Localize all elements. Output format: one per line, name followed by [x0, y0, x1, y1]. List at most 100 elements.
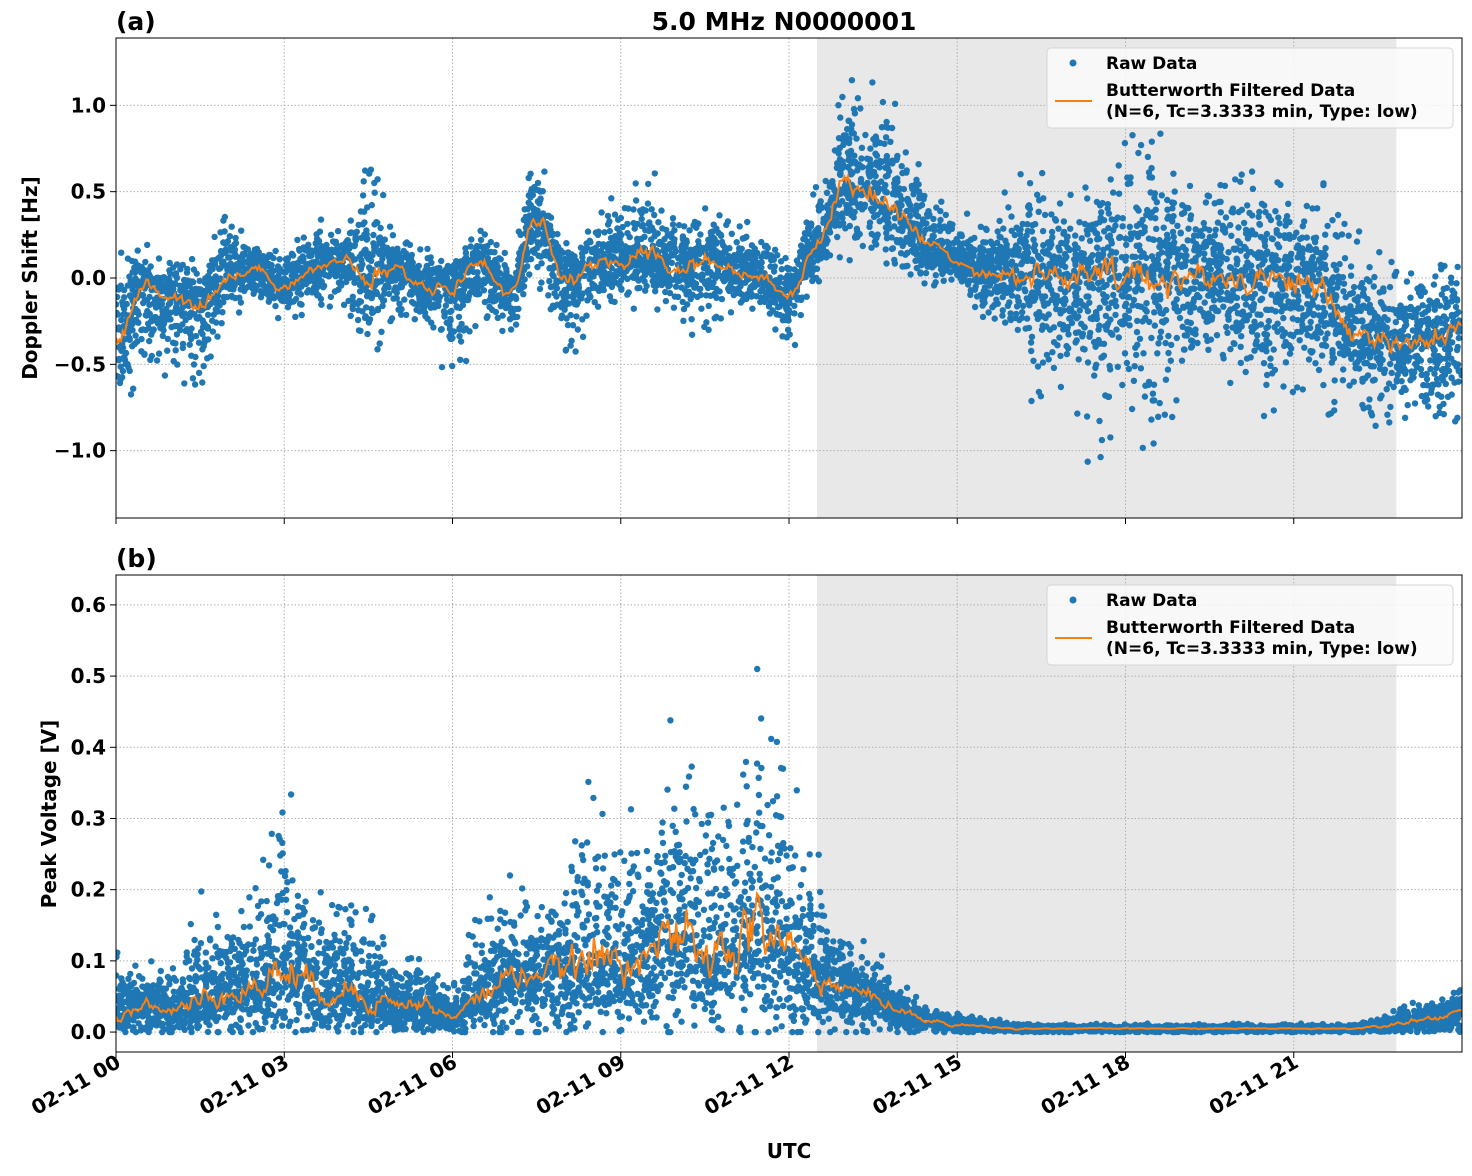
panel-label-a: (a) [116, 7, 156, 36]
raw-point [663, 227, 669, 233]
raw-point [1107, 277, 1113, 283]
raw-point [1109, 216, 1115, 222]
raw-point [366, 290, 372, 296]
raw-point [1045, 240, 1051, 246]
raw-point [988, 239, 994, 245]
raw-point [1173, 397, 1179, 403]
raw-point [1063, 254, 1069, 260]
raw-point [357, 328, 363, 334]
raw-point [1101, 353, 1107, 359]
raw-point [1113, 326, 1119, 332]
raw-point [205, 312, 211, 318]
raw-point [767, 292, 773, 298]
raw-point [688, 316, 694, 322]
raw-point [702, 205, 708, 211]
raw-point [1126, 307, 1132, 313]
raw-point [698, 306, 704, 312]
raw-point [401, 248, 407, 254]
raw-point [1124, 360, 1130, 366]
raw-point [466, 277, 472, 283]
raw-point [622, 205, 628, 211]
raw-point [461, 327, 467, 333]
raw-point [837, 114, 843, 120]
raw-point [1020, 303, 1026, 309]
raw-point [1142, 383, 1148, 389]
raw-point [394, 290, 400, 296]
raw-point [999, 288, 1005, 294]
raw-point [824, 190, 830, 196]
raw-point [592, 299, 598, 305]
raw-point [528, 239, 534, 245]
raw-point [404, 266, 410, 272]
raw-point [1152, 215, 1158, 221]
raw-point [1013, 251, 1019, 257]
raw-point [959, 278, 965, 284]
raw-point [862, 132, 868, 138]
raw-point [1107, 316, 1113, 322]
raw-point [1061, 301, 1067, 307]
raw-point [563, 240, 569, 246]
raw-point [297, 301, 303, 307]
raw-point [923, 220, 929, 226]
raw-point [1178, 230, 1184, 236]
raw-point [201, 339, 207, 345]
raw-point [181, 380, 187, 386]
raw-point [874, 162, 880, 168]
raw-point [534, 264, 540, 270]
raw-point [424, 265, 430, 271]
raw-point [277, 256, 283, 262]
raw-point [719, 296, 725, 302]
raw-point [393, 252, 399, 258]
raw-point [1024, 248, 1030, 254]
raw-point [1142, 393, 1148, 399]
raw-point [535, 253, 541, 259]
raw-point [894, 155, 900, 161]
raw-point [381, 286, 387, 292]
raw-point [428, 320, 434, 326]
raw-point [948, 276, 954, 282]
raw-point [743, 262, 749, 268]
raw-point [162, 372, 168, 378]
raw-point [808, 221, 814, 227]
raw-point [737, 257, 743, 263]
raw-point [938, 199, 944, 205]
raw-point [1102, 299, 1108, 305]
raw-point [1123, 286, 1129, 292]
raw-point [135, 320, 141, 326]
y-tick-label: 1.0 [71, 93, 106, 117]
raw-point [742, 296, 748, 302]
raw-point [488, 289, 494, 295]
raw-point [737, 223, 743, 229]
raw-point [646, 228, 652, 234]
raw-point [848, 168, 854, 174]
raw-point [1163, 259, 1169, 265]
raw-point [1098, 209, 1104, 215]
raw-point [350, 274, 356, 280]
raw-point [998, 256, 1004, 262]
raw-point [359, 308, 365, 314]
raw-point [441, 313, 447, 319]
raw-point [601, 269, 607, 275]
raw-point [205, 325, 211, 331]
raw-point [983, 292, 989, 298]
raw-point [387, 224, 393, 230]
raw-point [1026, 211, 1032, 217]
raw-point [134, 338, 140, 344]
raw-point [1057, 353, 1063, 359]
raw-point [920, 246, 926, 252]
raw-point [1042, 293, 1048, 299]
raw-point [180, 341, 186, 347]
raw-point [1040, 195, 1046, 201]
raw-point [654, 306, 660, 312]
raw-point [967, 244, 973, 250]
raw-point [1009, 292, 1015, 298]
raw-point [361, 178, 367, 184]
raw-point [468, 236, 474, 242]
raw-point [1155, 414, 1161, 420]
raw-point [1040, 313, 1046, 319]
raw-point [1049, 234, 1055, 240]
raw-point [862, 202, 868, 208]
raw-point [1135, 207, 1141, 213]
raw-point [1002, 319, 1008, 325]
raw-point [814, 266, 820, 272]
